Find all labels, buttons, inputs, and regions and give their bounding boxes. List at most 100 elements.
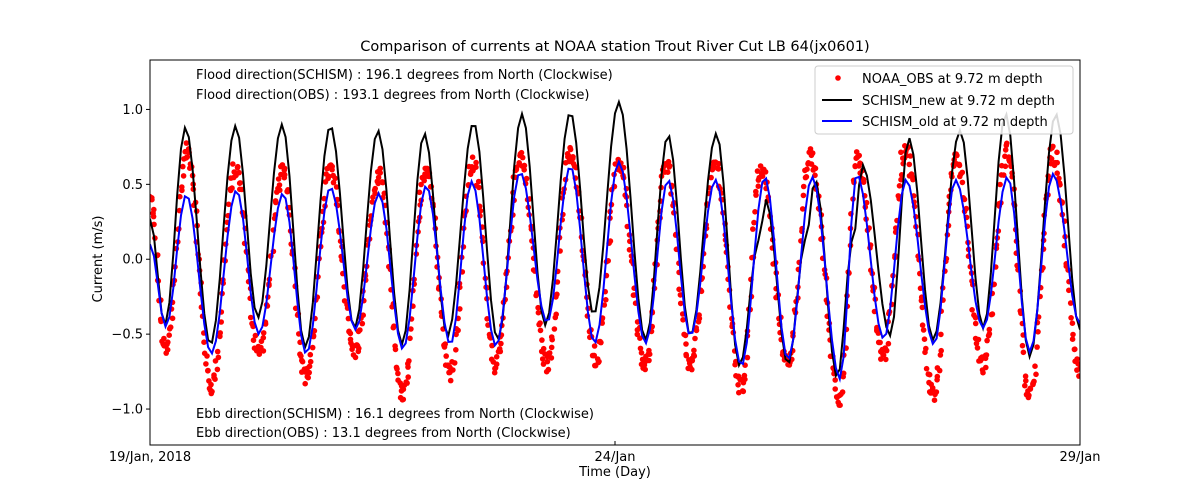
obs-point (812, 172, 818, 179)
obs-point (161, 335, 167, 342)
obs-point (751, 219, 757, 226)
obs-point (180, 173, 187, 179)
obs-point (666, 163, 673, 169)
obs-point (493, 361, 500, 368)
obs-point (167, 324, 174, 331)
obs-point (683, 341, 689, 347)
obs-point (150, 213, 157, 220)
obs-point (1020, 349, 1027, 356)
obs-point (548, 355, 555, 361)
obs-point (755, 183, 762, 189)
obs-point (332, 175, 339, 182)
obs-point (356, 345, 362, 352)
obs-point (151, 206, 157, 213)
obs-point (215, 354, 222, 361)
obs-point (682, 332, 689, 339)
obs-point (377, 170, 384, 176)
obs-point (535, 304, 541, 311)
obs-point (1068, 315, 1074, 321)
obs-point (983, 352, 990, 358)
obs-point (1002, 163, 1009, 170)
obs-point (214, 366, 221, 373)
obs-point (680, 317, 686, 323)
obs-point (302, 380, 309, 387)
obs-point (549, 336, 555, 343)
obs-point (392, 346, 399, 353)
obs-point (539, 337, 545, 343)
obs-point (972, 314, 979, 321)
obs-point (972, 320, 979, 327)
chart-title: Comparison of currents at NOAA station T… (360, 39, 869, 55)
obs-point (1035, 329, 1041, 335)
obs-point (883, 347, 890, 354)
obs-point (985, 332, 992, 339)
obs-point (250, 323, 256, 330)
obs-point (938, 347, 944, 354)
obs-point (601, 302, 608, 308)
obs-point (959, 169, 966, 176)
obs-point (1034, 344, 1040, 350)
obs-point (250, 337, 257, 344)
obs-point (1004, 140, 1010, 147)
obs-point (473, 164, 479, 170)
obs-point (877, 339, 883, 346)
obs-point (469, 154, 476, 160)
obs-point (455, 327, 461, 334)
obs-point (400, 396, 407, 403)
obs-point (256, 351, 263, 358)
obs-point (330, 179, 337, 186)
obs-point (933, 389, 940, 395)
obs-point (451, 360, 458, 366)
obs-point (476, 184, 482, 191)
obs-point (683, 351, 689, 358)
obs-point (208, 381, 214, 388)
obs-point (715, 166, 722, 172)
obs-point (484, 316, 490, 322)
x-axis: 19/Jan, 2018 24/Jan 29/Jan (109, 441, 1100, 465)
obs-point (1027, 386, 1034, 392)
obs-point (880, 352, 887, 358)
obs-point (863, 199, 870, 206)
obs-point (754, 168, 761, 174)
obs-point (518, 149, 525, 156)
obs-point (408, 326, 414, 332)
obs-point (169, 315, 176, 322)
obs-point (214, 348, 221, 355)
obs-point (961, 196, 968, 203)
obs-point (493, 354, 500, 360)
obs-point (544, 358, 551, 365)
obs-point (637, 335, 643, 342)
obs-point (491, 369, 498, 376)
obs-point (638, 350, 645, 356)
obs-point (1067, 300, 1074, 306)
obs-point (209, 388, 215, 395)
obs-point (923, 365, 930, 372)
obs-point (741, 372, 748, 379)
obs-point (1056, 175, 1062, 182)
obs-point (807, 146, 814, 152)
obs-point (441, 344, 448, 350)
obs-point (275, 176, 282, 182)
obs-point (753, 188, 759, 195)
obs-point (1031, 378, 1037, 385)
obs-point (405, 374, 412, 380)
obs-point (201, 339, 207, 346)
obs-point (692, 335, 698, 342)
obs-point (545, 366, 552, 373)
obs-point (357, 327, 363, 333)
obs-point (910, 176, 916, 183)
obs-point (708, 174, 714, 181)
obs-point (1033, 371, 1039, 378)
annotation-ebb-schism: Ebb direction(SCHISM) : 16.1 degrees fro… (196, 407, 594, 422)
obs-point (691, 353, 698, 359)
obs-point (360, 312, 367, 319)
annotation-flood-schism: Flood direction(SCHISM) : 196.1 degrees … (196, 68, 613, 83)
obs-point (418, 181, 424, 188)
obs-point (416, 189, 423, 196)
obs-point (1071, 346, 1078, 353)
obs-point (203, 361, 209, 367)
obs-point (537, 327, 544, 334)
obs-point (537, 320, 543, 326)
obs-point (832, 377, 838, 383)
